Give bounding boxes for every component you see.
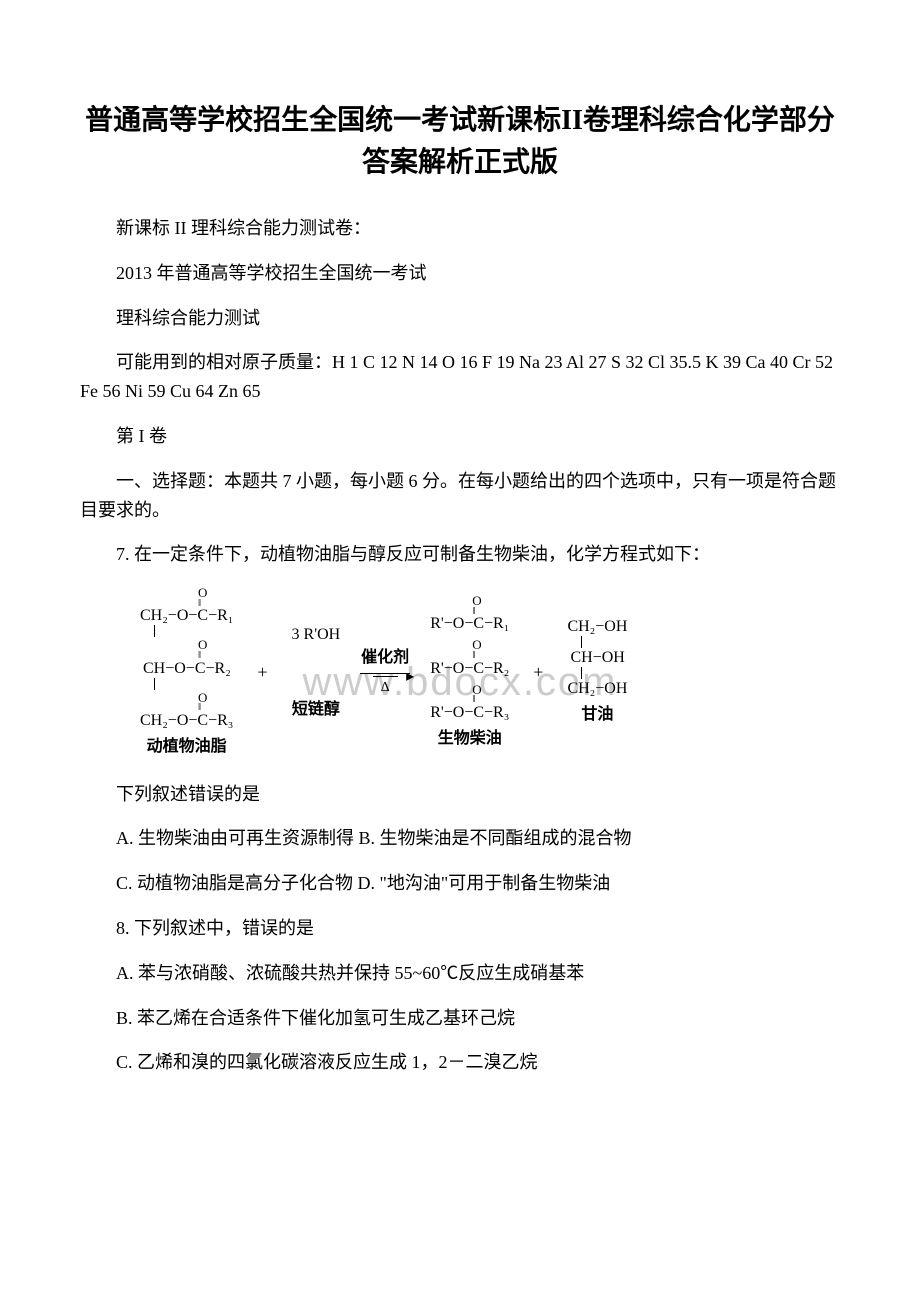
reactant-alcohol: 3 R'OH 短链醇: [292, 622, 341, 723]
paragraph-subtitle: 新课标 II 理科综合能力测试卷：: [80, 214, 840, 243]
paragraph-q8-c: C. 乙烯和溴的四氯化碳溶液反应生成 1，2－二溴乙烷: [80, 1048, 840, 1077]
chemical-equation-diagram: O ‖ CH₂−O−C−R₁ O ‖ CH−O−C−R₂ O ‖ CH₂−O−C…: [140, 585, 840, 759]
document-content: 普通高等学校招生全国统一考试新课标II卷理科综合化学部分答案解析正式版 新课标 …: [80, 100, 840, 1077]
paragraph-subject: 理科综合能力测试: [80, 304, 840, 333]
paragraph-q8: 8. 下列叙述中，错误的是: [80, 914, 840, 943]
paragraph-q7-cd: C. 动植物油脂是高分子化合物 D. "地沟油"可用于制备生物柴油: [80, 869, 840, 898]
paragraph-year: 2013 年普通高等学校招生全国统一考试: [80, 259, 840, 288]
plus-sign-2: +: [533, 658, 543, 687]
paragraph-instructions: 一、选择题：本题共 7 小题，每小题 6 分。在每小题给出的四个选项中，只有一项…: [80, 467, 840, 525]
paragraph-q7-ab: A. 生物柴油由可再生资源制得 B. 生物柴油是不同酯组成的混合物: [80, 824, 840, 853]
reactant-triglyceride: O ‖ CH₂−O−C−R₁ O ‖ CH−O−C−R₂ O ‖ CH₂−O−C…: [140, 585, 233, 759]
reaction-arrow: 催化剂 ▸ Δ: [360, 645, 410, 699]
product-biodiesel: O ‖ R'−O−C−R₁ O ‖ R'−O−C−R₂ O ‖ R'−O−C−R…: [430, 593, 509, 751]
paragraph-atomic-mass: 可能用到的相对原子质量：H 1 C 12 N 14 O 16 F 19 Na 2…: [80, 348, 840, 406]
paragraph-q8-b: B. 苯乙烯在合适条件下催化加氢可生成乙基环己烷: [80, 1004, 840, 1033]
document-title: 普通高等学校招生全国统一考试新课标II卷理科综合化学部分答案解析正式版: [80, 100, 840, 184]
paragraph-q7: 7. 在一定条件下，动植物油脂与醇反应可制备生物柴油，化学方程式如下：: [80, 540, 840, 569]
paragraph-section: 第 I 卷: [80, 422, 840, 451]
paragraph-q8-a: A. 苯与浓硝酸、浓硫酸共热并保持 55~60℃反应生成硝基苯: [80, 959, 840, 988]
product-glycerol: CH₂−OH CH−OH CH₂−OH 甘油: [567, 617, 627, 728]
plus-sign: +: [257, 658, 267, 687]
paragraph-q7-stem: 下列叙述错误的是: [80, 780, 840, 809]
